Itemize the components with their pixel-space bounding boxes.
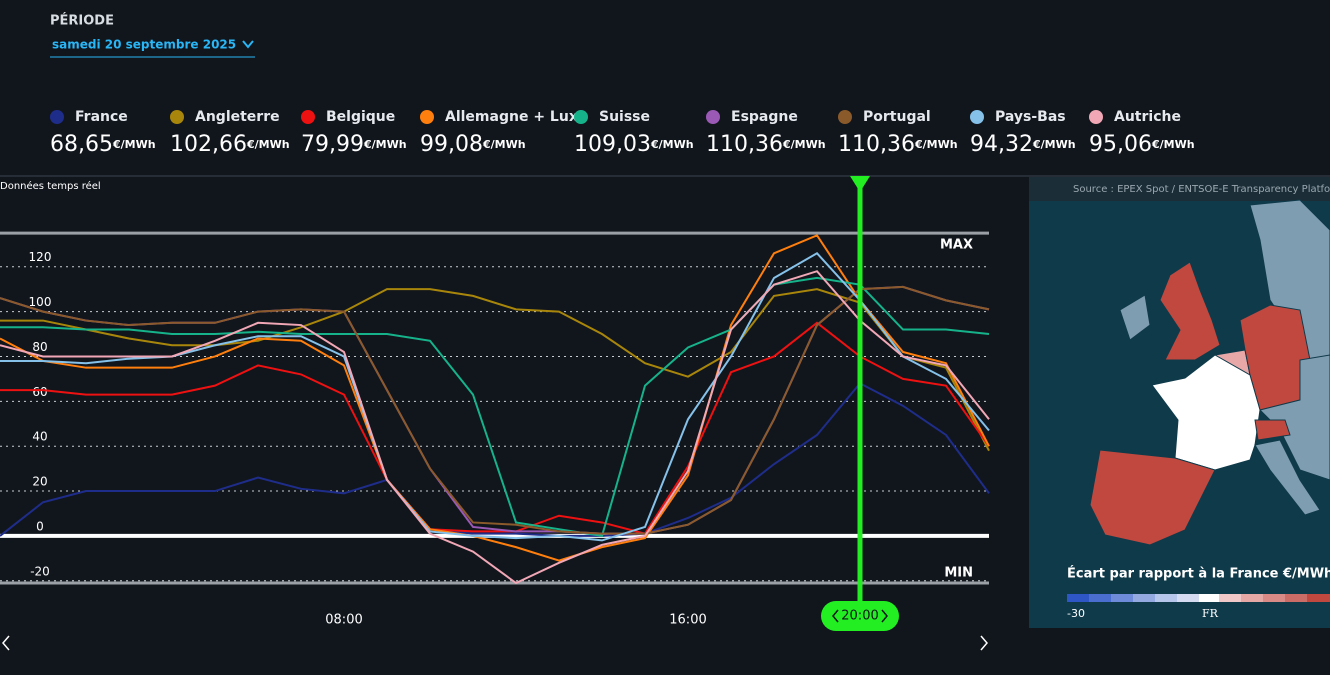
price-value: 110,36: [838, 132, 915, 157]
dropdown-chevron[interactable]: [242, 40, 254, 49]
legend-price: 99,08€/MWh: [420, 132, 526, 157]
price-unit: €/MWh: [112, 138, 156, 151]
legend-price: 68,65€/MWh: [50, 132, 156, 157]
prev-arrow[interactable]: [2, 635, 10, 651]
legend-name: France: [75, 109, 128, 125]
price-unit: €/MWh: [914, 138, 958, 151]
cursor-right: [881, 609, 888, 623]
italy: [1254, 439, 1321, 516]
legend-name: Pays-Bas: [995, 109, 1066, 125]
period-label: PÉRIODE: [50, 13, 114, 29]
x-tick-label: 08:00: [325, 613, 362, 628]
series-line: [0, 382, 990, 537]
price-unit: €/MWh: [363, 138, 407, 151]
color-scale: [1067, 594, 1330, 602]
legend-dot: [1089, 110, 1103, 124]
price-value: 102,66: [170, 132, 247, 157]
price-value: 68,65: [50, 132, 113, 157]
legend-price: 109,03€/MWh: [574, 132, 694, 157]
max-line-label: MAX: [940, 238, 973, 253]
source-text: Source : EPEX Spot / ENTSOE-E Transparen…: [1073, 184, 1330, 195]
scale-mid: FR: [1202, 607, 1219, 620]
cursor-head: [850, 176, 870, 192]
price-value: 94,32: [970, 132, 1033, 157]
legend-name: Angleterre: [195, 109, 280, 125]
y-tick-label: 60: [32, 385, 47, 399]
legend-dot: [970, 110, 984, 124]
price-value: 109,03: [574, 132, 651, 157]
cursor-pill[interactable]: [821, 601, 899, 631]
y-tick-label: 0: [36, 519, 44, 533]
price-value: 110,36: [706, 132, 783, 157]
price-unit: €/MWh: [482, 138, 526, 151]
legend-price: 79,99€/MWh: [301, 132, 407, 157]
cursor-label: 20:00: [841, 609, 878, 624]
source-strip: [1029, 177, 1330, 201]
series-line: [0, 285, 990, 535]
legend-dot: [420, 110, 434, 124]
min-line-label: MIN: [944, 566, 973, 581]
legend-name: Autriche: [1114, 109, 1181, 125]
legend-dot: [706, 110, 720, 124]
legend-name: Portugal: [863, 109, 931, 125]
y-tick-label: 120: [29, 250, 52, 264]
price-unit: €/MWh: [246, 138, 290, 151]
legend-name: Suisse: [599, 109, 650, 125]
next-arrow[interactable]: [980, 635, 988, 651]
y-tick-label: 80: [32, 340, 47, 354]
series-line: [0, 288, 990, 452]
series-line: [0, 234, 990, 562]
price-value: 99,08: [420, 132, 483, 157]
chart-subtitle: Données temps réel: [0, 180, 101, 192]
legend-dot: [170, 110, 184, 124]
legend-price: 102,66€/MWh: [170, 132, 290, 157]
y-tick-label: 100: [29, 295, 52, 309]
legend-price: 95,06€/MWh: [1089, 132, 1195, 157]
y-tick-label: -20: [30, 564, 50, 578]
y-tick-label: 20: [32, 475, 47, 489]
switzerland: [1254, 419, 1291, 441]
price-unit: €/MWh: [1151, 138, 1195, 151]
legend-dot: [301, 110, 315, 124]
price-unit: €/MWh: [782, 138, 826, 151]
legend-price: 110,36€/MWh: [706, 132, 826, 157]
price-unit: €/MWh: [1032, 138, 1076, 151]
scale-title: Écart par rapport à la France €/MWh: [1067, 566, 1330, 582]
spain: [1089, 449, 1216, 546]
date-picker[interactable]: samedi 20 septembre 2025: [52, 38, 236, 52]
legend-name: Belgique: [326, 109, 395, 125]
legend-name: Espagne: [731, 109, 798, 125]
legend-name: Allemagne + Lux: [445, 109, 578, 125]
scale-min: -30: [1067, 607, 1085, 620]
series-line: [0, 270, 990, 585]
price-value: 79,99: [301, 132, 364, 157]
legend-dot: [574, 110, 588, 124]
cursor-left: [832, 609, 839, 623]
price-value: 95,06: [1089, 132, 1152, 157]
legend-price: 94,32€/MWh: [970, 132, 1076, 157]
legend-dot: [838, 110, 852, 124]
ireland: [1119, 294, 1151, 341]
map-panel: Source : EPEX Spot / ENTSOE-E Transparen…: [1029, 177, 1330, 628]
price-unit: €/MWh: [650, 138, 694, 151]
legend-dot: [50, 110, 64, 124]
y-tick-label: 40: [32, 430, 47, 444]
x-tick-label: 16:00: [669, 613, 706, 628]
legend-price: 110,36€/MWh: [838, 132, 958, 157]
series-line: [0, 321, 990, 535]
east: [1259, 354, 1330, 481]
uk: [1159, 261, 1221, 361]
